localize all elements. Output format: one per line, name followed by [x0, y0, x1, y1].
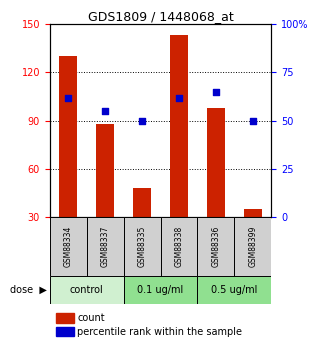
- Bar: [124, 276, 197, 304]
- Bar: [50, 276, 124, 304]
- Bar: [59, 56, 77, 217]
- Text: control: control: [70, 285, 104, 295]
- Bar: [160, 217, 197, 276]
- Point: [140, 118, 145, 124]
- Text: dose  ▶: dose ▶: [10, 285, 47, 295]
- Text: 0.5 ug/ml: 0.5 ug/ml: [211, 285, 257, 295]
- Text: GSM88399: GSM88399: [248, 226, 257, 267]
- Bar: [234, 217, 271, 276]
- Bar: [197, 217, 234, 276]
- Bar: [197, 276, 271, 304]
- Point: [102, 108, 108, 114]
- Text: 0.1 ug/ml: 0.1 ug/ml: [137, 285, 184, 295]
- Bar: [133, 188, 151, 217]
- Text: percentile rank within the sample: percentile rank within the sample: [77, 327, 242, 336]
- Text: GSM88335: GSM88335: [137, 226, 147, 267]
- Bar: [50, 217, 87, 276]
- Text: GSM88337: GSM88337: [100, 226, 110, 267]
- Text: GSM88334: GSM88334: [64, 226, 73, 267]
- Bar: [170, 36, 188, 217]
- Point: [177, 95, 182, 100]
- Bar: [207, 108, 225, 217]
- Bar: [87, 217, 124, 276]
- Text: count: count: [77, 313, 105, 323]
- Bar: [124, 217, 160, 276]
- Point: [66, 95, 71, 100]
- Point: [250, 118, 256, 124]
- Point: [213, 89, 218, 95]
- Text: GSM88338: GSM88338: [174, 226, 184, 267]
- Text: GSM88336: GSM88336: [211, 226, 221, 267]
- Bar: [96, 124, 114, 217]
- Bar: [244, 209, 262, 217]
- Title: GDS1809 / 1448068_at: GDS1809 / 1448068_at: [88, 10, 233, 23]
